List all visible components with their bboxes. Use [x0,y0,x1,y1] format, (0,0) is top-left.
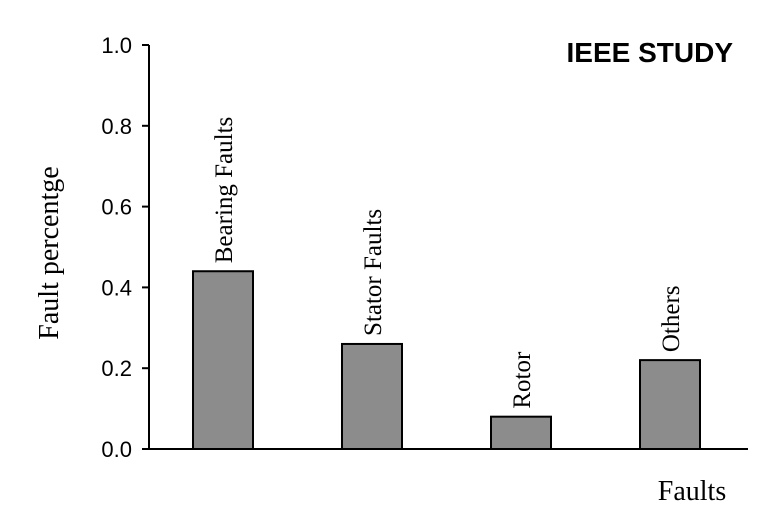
y-tick-label: 0.0 [101,437,132,462]
y-tick-label: 1.0 [101,33,132,58]
x-axis-label: Faults [658,476,726,507]
bar-rotor [490,415,552,450]
bar-label-rotor: Rotor [509,351,536,409]
bar-label-others: Others [658,285,685,352]
y-axis-label: Fault percentge [34,166,65,339]
chart-title: IEEE STUDY [567,37,734,68]
bar-label-stator-faults: Stator Faults [360,209,387,336]
y-tick-label: 0.4 [101,275,132,300]
y-axis-ticks: 0.0 0.2 0.4 0.6 0.8 1.0 [101,33,149,462]
y-tick-label: 0.2 [101,356,132,381]
bar-others [639,359,701,450]
y-tick-label: 0.6 [101,195,132,220]
bar-labels: Bearing Faults Stator Faults Rotor Others [211,117,685,409]
y-tick-label: 0.8 [101,114,132,139]
bars [192,270,701,450]
bar-stator-faults [341,342,403,450]
bar-label-bearing-faults: Bearing Faults [211,117,238,264]
bar-bearing-faults [192,270,254,450]
